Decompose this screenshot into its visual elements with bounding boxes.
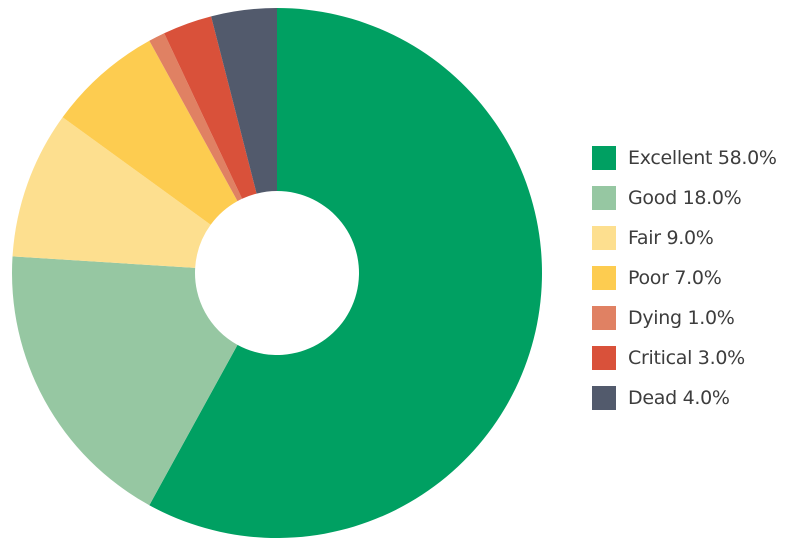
legend-label-fair: Fair 9.0% <box>628 227 714 249</box>
legend-label-critical: Critical 3.0% <box>628 347 745 369</box>
legend-item-dead: Dead 4.0% <box>592 378 802 418</box>
legend-label-poor: Poor 7.0% <box>628 267 722 289</box>
legend-swatch-fair <box>592 226 616 250</box>
legend-swatch-poor <box>592 266 616 290</box>
legend-label-good: Good 18.0% <box>628 187 742 209</box>
legend-swatch-dying <box>592 306 616 330</box>
legend-item-poor: Poor 7.0% <box>592 258 802 298</box>
legend-item-critical: Critical 3.0% <box>592 338 802 378</box>
legend-item-dying: Dying 1.0% <box>592 298 802 338</box>
slice-critical <box>164 16 257 199</box>
legend: Excellent 58.0% Good 18.0% Fair 9.0% Poo… <box>592 138 802 418</box>
slice-good <box>12 256 238 506</box>
legend-item-fair: Fair 9.0% <box>592 218 802 258</box>
legend-item-excellent: Excellent 58.0% <box>592 138 802 178</box>
slice-fair <box>12 117 211 268</box>
legend-label-excellent: Excellent 58.0% <box>628 147 777 169</box>
legend-item-good: Good 18.0% <box>592 178 802 218</box>
legend-swatch-excellent <box>592 146 616 170</box>
legend-label-dead: Dead 4.0% <box>628 387 730 409</box>
slice-dying <box>149 33 243 202</box>
legend-swatch-critical <box>592 346 616 370</box>
legend-swatch-good <box>592 186 616 210</box>
legend-swatch-dead <box>592 386 616 410</box>
slice-poor <box>62 40 238 225</box>
donut-chart <box>12 8 543 538</box>
slice-excellent <box>149 8 543 538</box>
slice-dead <box>211 8 277 194</box>
legend-label-dying: Dying 1.0% <box>628 307 735 329</box>
